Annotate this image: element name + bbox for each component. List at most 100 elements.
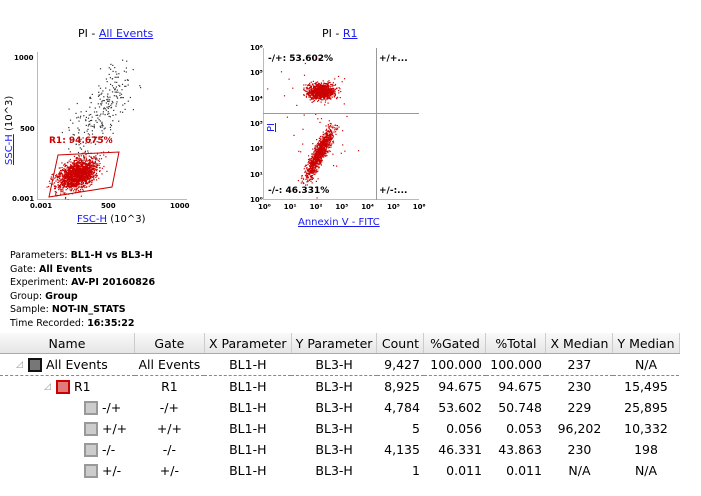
- cell-y: BL3-H: [315, 379, 353, 394]
- event-dot: [336, 129, 338, 131]
- event-dot: [334, 94, 336, 96]
- column-header-ymed[interactable]: Y Median: [612, 333, 680, 354]
- cell-gated: 100.000: [423, 353, 486, 376]
- event-dot: [327, 150, 329, 152]
- event-dot: [323, 145, 325, 147]
- event-dot: [98, 158, 101, 160]
- plot1-scatter[interactable]: [37, 52, 187, 200]
- event-dot: [73, 182, 75, 184]
- event-dot: [61, 170, 63, 172]
- event-dot: [110, 104, 112, 106]
- event-dot: [88, 162, 91, 164]
- event-dot: [306, 184, 308, 186]
- table-row[interactable]: +/+ +/+ BL1-H BL3-H 5 0.056 0.053 96,202 10,332: [0, 418, 679, 439]
- event-dot: [78, 190, 80, 192]
- plot1-gate-link[interactable]: All Events: [98, 27, 154, 40]
- column-header-y[interactable]: Y Parameter: [291, 333, 378, 354]
- event-dot: [81, 184, 83, 186]
- event-dot: [59, 167, 61, 169]
- expand-triangle-icon[interactable]: ◿: [16, 360, 23, 371]
- gate-color-swatch[interactable]: [84, 464, 98, 479]
- plot1-x-param-link[interactable]: FSC-H: [77, 214, 108, 225]
- event-dot: [323, 144, 325, 146]
- event-dot: [312, 90, 315, 92]
- column-header-x[interactable]: X Parameter: [204, 333, 292, 354]
- event-dot: [312, 165, 314, 167]
- event-dot: [80, 148, 83, 150]
- event-dot: [84, 182, 86, 185]
- event-dot: [313, 159, 315, 161]
- event-dot: [320, 151, 322, 153]
- event-dot: [90, 125, 92, 127]
- event-dot: [93, 169, 95, 171]
- table-row[interactable]: +/- +/- BL1-H BL3-H 1 0.011 0.011 N/A N/A: [0, 460, 679, 481]
- cell-x: BL1-H: [229, 421, 267, 436]
- table-row[interactable]: ◿ All Events All Events BL1-H BL3-H 9,427 100.…: [0, 353, 680, 376]
- event-dot: [61, 181, 63, 183]
- event-dot: [312, 93, 314, 95]
- event-dot: [315, 172, 317, 174]
- event-dot: [82, 170, 85, 173]
- event-dot: [119, 92, 121, 94]
- event-dot: [65, 164, 67, 167]
- event-dot: [323, 153, 325, 155]
- column-header-count[interactable]: Count: [376, 333, 425, 354]
- event-dot: [310, 86, 312, 88]
- event-dot: [85, 119, 87, 121]
- event-dot: [95, 157, 97, 159]
- column-header-total[interactable]: %Total: [485, 333, 547, 354]
- y-tick: 10³: [250, 119, 263, 128]
- event-dot: [327, 137, 329, 140]
- column-header-gated[interactable]: %Gated: [423, 333, 487, 354]
- x-tick: 10⁴: [361, 203, 374, 211]
- event-dot: [321, 94, 323, 96]
- table-row[interactable]: -/+ -/+ BL1-H BL3-H 4,784 53.602 50.748 229 25,8…: [0, 397, 679, 418]
- gate-color-swatch[interactable]: [28, 358, 42, 373]
- event-dot: [95, 174, 97, 177]
- event-dot: [79, 147, 81, 149]
- event-dot: [316, 148, 318, 150]
- gate-color-swatch[interactable]: [56, 380, 70, 395]
- event-dot: [320, 158, 322, 160]
- event-dot: [83, 162, 85, 164]
- event-dot: [73, 172, 75, 174]
- event-dot: [52, 173, 54, 175]
- event-dot: [317, 96, 319, 98]
- event-dot: [64, 173, 66, 175]
- event-dot: [84, 186, 86, 189]
- event-dot: [324, 98, 326, 100]
- event-dot: [327, 81, 329, 83]
- event-dot: [302, 128, 304, 130]
- expand-triangle-icon[interactable]: ◿: [44, 382, 51, 393]
- gate-color-swatch[interactable]: [84, 422, 98, 437]
- event-dot: [61, 182, 63, 184]
- event-dot: [324, 133, 326, 135]
- plot1-y-param-link[interactable]: SSC-H: [4, 134, 15, 165]
- event-dot: [308, 168, 310, 170]
- event-dot: [73, 170, 75, 172]
- column-header-xmed[interactable]: X Median: [545, 333, 614, 354]
- event-dot: [329, 136, 331, 138]
- gate-r1-polygon[interactable]: [48, 151, 120, 198]
- table-row[interactable]: -/- -/- BL1-H BL3-H 4,135 46.331 43.863 230 198: [0, 439, 679, 460]
- gate-color-swatch[interactable]: [84, 401, 98, 416]
- event-dot: [72, 165, 74, 167]
- table-row[interactable]: ◿ R1 R1 BL1-H BL3-H 8,925 94.675 94.675 230 15,49…: [0, 376, 679, 398]
- plot2-scatter[interactable]: [263, 48, 419, 200]
- event-dot: [52, 183, 54, 185]
- event-dot: [107, 113, 109, 115]
- plot2-gate-link[interactable]: R1: [342, 27, 358, 40]
- event-dot: [309, 169, 311, 171]
- gate-color-swatch[interactable]: [84, 443, 98, 458]
- event-dot: [333, 87, 335, 89]
- event-dot: [320, 91, 322, 93]
- column-header-name[interactable]: Name: [0, 333, 135, 354]
- column-header-gate[interactable]: Gate: [134, 333, 205, 354]
- event-dot: [68, 181, 70, 183]
- event-dot: [67, 176, 69, 179]
- event-dot: [73, 184, 76, 186]
- plot2-x-param-link[interactable]: Annexin V - FITC: [298, 217, 380, 228]
- event-dot: [307, 93, 309, 95]
- event-dot: [70, 171, 72, 173]
- event-dot: [305, 184, 307, 186]
